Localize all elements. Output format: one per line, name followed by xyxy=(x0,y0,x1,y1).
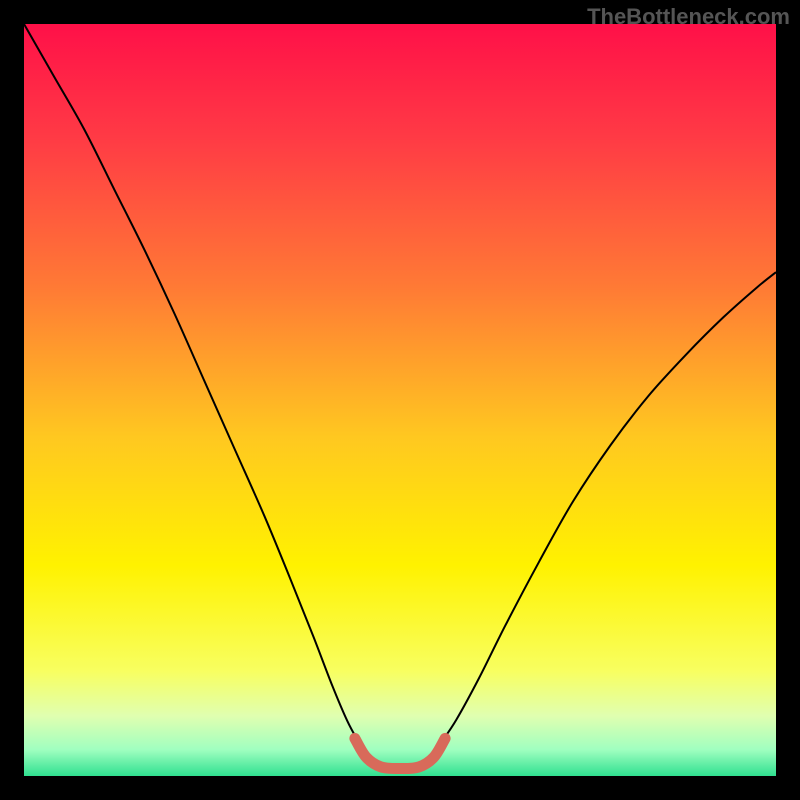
watermark-label: TheBottleneck.com xyxy=(587,4,790,30)
chart-container: TheBottleneck.com xyxy=(0,0,800,800)
gradient-plot xyxy=(0,0,800,800)
gradient-fill xyxy=(24,24,776,776)
